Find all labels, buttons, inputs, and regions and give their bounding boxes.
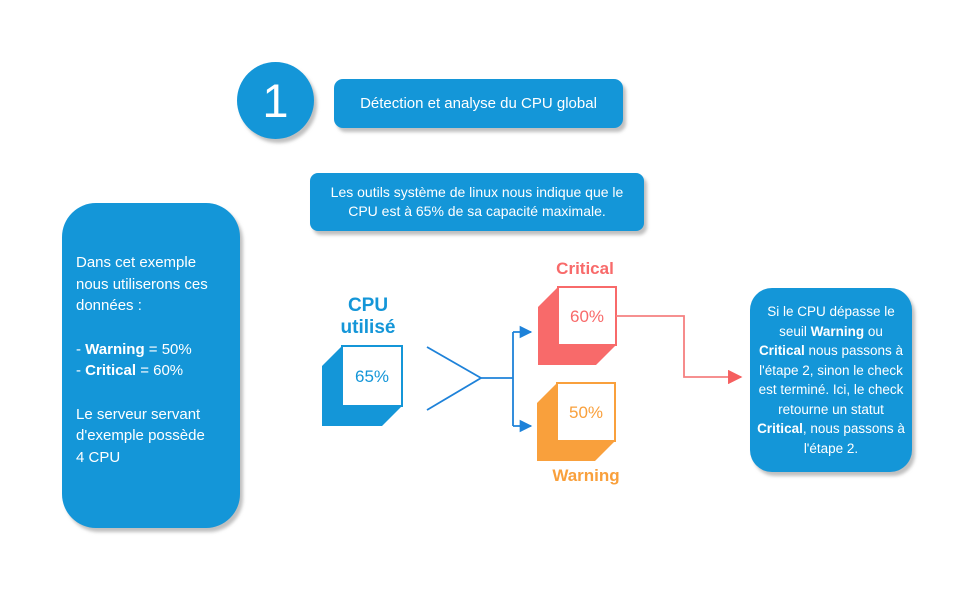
branch-diagonal-top [426, 346, 482, 379]
arrow-critical-to-result [616, 315, 743, 385]
cpu-value: 65% [355, 367, 389, 386]
critical-label: Critical [556, 259, 614, 278]
step-title-box: Détection et analyse du CPU global [334, 79, 623, 128]
step-number: 1 [262, 74, 289, 127]
cpu-shape-front [341, 345, 403, 407]
example-data-box: Dans cet exemple nous utiliserons ces do… [62, 203, 240, 528]
cpu-used-label-line1: CPU [348, 295, 388, 316]
branch-diagonal-bottom [426, 377, 482, 411]
warning-label: Warning [552, 466, 619, 485]
warning-shape-front [556, 382, 616, 442]
intro-note-box: Les outils système de linux nous indique… [310, 173, 644, 231]
critical-value: 60% [570, 307, 604, 326]
step-title: Détection et analyse du CPU global [360, 95, 597, 112]
critical-shape-front [557, 286, 617, 346]
result-explanation-box: Si le CPU dépasse le seuil Warning ou Cr… [750, 288, 912, 472]
warning-value: 50% [569, 403, 603, 422]
cpu-used-label-line2: utilisé [341, 317, 396, 338]
example-data-paragraph-2: - Warning = 50% - Critical = 60% [76, 340, 192, 380]
example-data-paragraph-1: Dans cet exemple nous utiliserons ces do… [76, 254, 208, 314]
step-number-badge: 1 [237, 62, 314, 139]
result-explanation-text: Si le CPU dépasse le seuil Warning ou Cr… [757, 304, 905, 456]
example-data-paragraph-3: Le serveur servant d'exemple possède 4 C… [76, 405, 205, 466]
intro-note-text: Les outils système de linux nous indique… [330, 184, 624, 219]
